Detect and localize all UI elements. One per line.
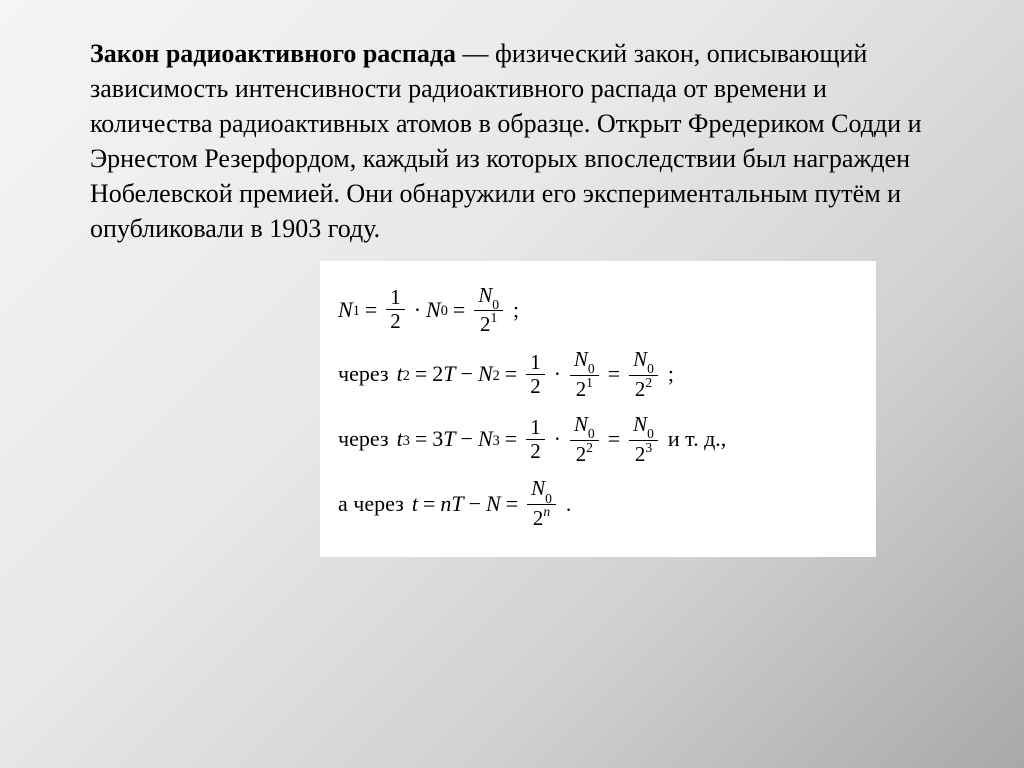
frac-final: N0 2n <box>527 478 556 529</box>
den: 22 <box>572 441 597 465</box>
var-N: N <box>486 491 501 517</box>
frac-mid: N0 22 <box>570 414 599 465</box>
prefix: через <box>338 361 389 387</box>
frac-final: N0 22 <box>629 349 658 400</box>
dot: · <box>554 426 561 452</box>
formula-line-3: через t3 = 3T − N3 = 1 2 · N0 22 = N0 23… <box>338 414 858 465</box>
var-T: T <box>443 361 455 387</box>
num: N0 <box>629 349 658 376</box>
num: 1 <box>386 287 404 310</box>
formula-line-4: а через t = nT − N = N0 2n . <box>338 478 858 529</box>
trail: . <box>566 491 572 517</box>
formula-line-2: через t2 = 2T − N2 = 1 2 · N0 21 = N0 22… <box>338 349 858 400</box>
slide-content: Закон радиоактивного распада — физически… <box>0 0 1024 577</box>
num: N0 <box>527 478 556 505</box>
frac-half: 1 2 <box>526 417 544 462</box>
frac-N0-21: N0 21 <box>474 285 503 336</box>
num: 1 <box>526 352 544 375</box>
den: 2 <box>526 375 544 397</box>
trail: и т. д., <box>668 426 726 452</box>
sub: 2 <box>403 368 410 385</box>
frac-half: 1 2 <box>526 352 544 397</box>
dot: · <box>414 297 421 323</box>
equals: = <box>453 297 465 323</box>
equals: = <box>423 491 435 517</box>
num: N0 <box>629 414 658 441</box>
var-N: N <box>478 426 493 452</box>
den: 2n <box>529 505 554 529</box>
den: 23 <box>631 441 656 465</box>
var-N: N <box>478 361 493 387</box>
sub-0: 0 <box>441 303 448 320</box>
den: 2 <box>526 440 544 462</box>
formula-line-1: N1 = 1 2 · N0 = N0 21 ; <box>338 285 858 336</box>
var-N0: N <box>426 297 441 323</box>
equals: = <box>415 426 427 452</box>
num: N0 <box>474 285 503 312</box>
den: 21 <box>476 311 501 335</box>
sub: 3 <box>403 433 410 450</box>
formula-box: N1 = 1 2 · N0 = N0 21 ; через t2 = 2T − … <box>320 261 876 558</box>
minus: − <box>469 491 481 517</box>
title: Закон радиоактивного распада <box>90 39 456 68</box>
minus: − <box>461 361 473 387</box>
equals: = <box>608 426 620 452</box>
frac-half: 1 2 <box>386 287 404 332</box>
var-T: T <box>451 491 463 517</box>
num: 1 <box>526 417 544 440</box>
prefix: через <box>338 426 389 452</box>
sub-1: 1 <box>353 303 360 320</box>
frac-mid: N0 21 <box>570 349 599 400</box>
equals: = <box>506 491 518 517</box>
equals: = <box>415 361 427 387</box>
sub: 3 <box>493 433 500 450</box>
num: N0 <box>570 414 599 441</box>
separator: — <box>456 39 495 68</box>
equals: = <box>505 361 517 387</box>
frac-final: N0 23 <box>629 414 658 465</box>
var-N: N <box>338 297 353 323</box>
trail: ; <box>668 361 674 387</box>
equals: = <box>505 426 517 452</box>
minus: − <box>461 426 473 452</box>
trail: ; <box>513 297 519 323</box>
coef: 2 <box>432 361 443 387</box>
var-t: t <box>412 491 418 517</box>
den: 22 <box>631 376 656 400</box>
var-T: T <box>443 426 455 452</box>
sub: 2 <box>493 368 500 385</box>
den: 21 <box>572 376 597 400</box>
equals: = <box>365 297 377 323</box>
main-paragraph: Закон радиоактивного распада — физически… <box>90 36 954 247</box>
body-text: физический закон, описывающий зависимост… <box>90 39 922 243</box>
coef: 3 <box>432 426 443 452</box>
num: N0 <box>570 349 599 376</box>
dot: · <box>554 361 561 387</box>
coef-n: n <box>440 491 451 517</box>
equals: = <box>608 361 620 387</box>
prefix: а через <box>338 491 404 517</box>
den: 2 <box>386 310 404 332</box>
